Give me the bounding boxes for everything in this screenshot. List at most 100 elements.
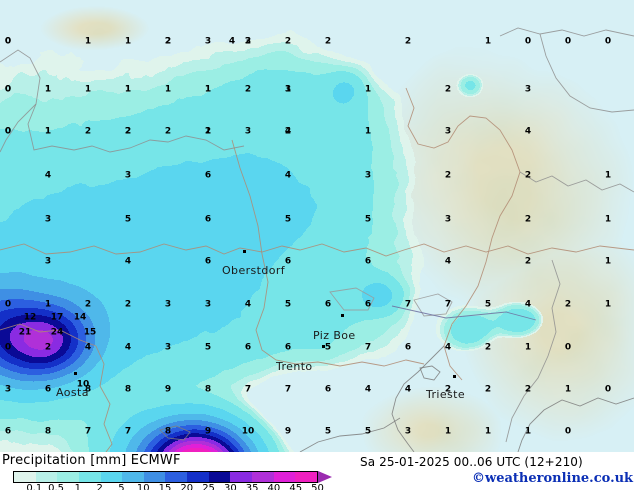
grid-value: 3 — [524, 84, 532, 95]
map-boundary-6 — [539, 33, 634, 113]
grid-value-max: 15 — [83, 327, 97, 338]
grid-value: 2 — [284, 36, 292, 47]
grid-value: 2 — [484, 342, 492, 353]
grid-value: 2 — [164, 36, 172, 47]
grid-value: 6 — [324, 384, 332, 395]
map-boundary-0 — [0, 49, 245, 153]
grid-value-max: 12 — [23, 312, 37, 323]
colorbar-segment-3 — [78, 472, 101, 482]
map-boundary-3 — [231, 139, 425, 367]
grid-value: 0 — [604, 384, 612, 395]
grid-value: 2 — [204, 126, 212, 137]
grid-value: 0 — [4, 126, 12, 137]
grid-value: 9 — [164, 384, 172, 395]
grid-value: 4 — [524, 126, 532, 137]
colorbar-tick-30: 30 — [223, 483, 237, 490]
grid-value: 0 — [4, 342, 12, 353]
grid-value: 1 — [44, 84, 52, 95]
colorbar[interactable] — [13, 471, 318, 483]
grid-value: 8 — [44, 426, 52, 437]
grid-value: 0 — [4, 84, 12, 95]
colorbar-segment-9 — [208, 472, 231, 482]
grid-value: 1 — [44, 299, 52, 310]
map-boundary-8 — [505, 259, 561, 443]
grid-value: 2 — [84, 126, 92, 137]
grid-value: 8 — [164, 426, 172, 437]
map-boundary-9 — [95, 345, 113, 452]
grid-value: 2 — [524, 214, 532, 225]
grid-value: 3 — [444, 126, 452, 137]
grid-value: 1 — [204, 84, 212, 95]
grid-value: 1 — [44, 126, 52, 137]
city-marker-trento — [322, 345, 325, 348]
grid-value: 2 — [524, 170, 532, 181]
grid-value: 1 — [124, 84, 132, 95]
copyright-notice: ©weatheronline.co.uk — [472, 471, 634, 486]
map-boundary-11 — [391, 345, 445, 452]
colorbar-wrapper — [13, 471, 318, 483]
grid-value: 1 — [444, 426, 452, 437]
legend-title: Precipitation [mm] ECMWF — [2, 453, 181, 468]
grid-value: 5 — [284, 214, 292, 225]
grid-value: 3 — [444, 214, 452, 225]
colorbar-tick-1: 1 — [74, 483, 82, 490]
grid-value: 8 — [124, 384, 132, 395]
grid-value: 2 — [124, 126, 132, 137]
grid-value: 1 — [604, 170, 612, 181]
grid-value: 6 — [244, 342, 252, 353]
grid-value: 7 — [364, 342, 372, 353]
grid-value: 3 — [44, 214, 52, 225]
grid-value: 2 — [124, 299, 132, 310]
colorbar-tick-15: 15 — [158, 483, 172, 490]
map-vector-overlay — [0, 27, 634, 452]
grid-value: 4 — [244, 299, 252, 310]
map-boundary-4 — [405, 87, 521, 381]
map-boundary-13 — [299, 417, 401, 452]
grid-value: 6 — [4, 426, 12, 437]
colorbar-tick-2: 2 — [96, 483, 103, 490]
colorbar-segment-6 — [143, 472, 166, 482]
grid-value: 1 — [164, 84, 172, 95]
grid-value: 6 — [284, 342, 292, 353]
colorbar-segment-1 — [35, 472, 58, 482]
city-label-trieste: Trieste — [426, 388, 466, 401]
grid-value: 1 — [564, 384, 572, 395]
city-label-oberstdorf: Oberstdorf — [222, 264, 286, 277]
colorbar-segment-13 — [295, 472, 317, 482]
grid-value: 7 — [444, 299, 452, 310]
grid-value: 5 — [324, 426, 332, 437]
grid-value: 1 — [44, 126, 52, 137]
grid-value: 9 — [284, 426, 292, 437]
grid-value: 1 — [604, 214, 612, 225]
grid-value: 0 — [4, 36, 12, 47]
city-label-piz-boe: Piz Boe — [313, 329, 356, 342]
grid-value: 6 — [364, 299, 372, 310]
grid-value: 2 — [404, 36, 412, 47]
grid-value: 7 — [284, 384, 292, 395]
grid-value: 1 — [204, 126, 212, 137]
map-boundary-2 — [0, 243, 634, 257]
colorbar-tick-40: 40 — [267, 483, 281, 490]
grid-value: 0 — [4, 299, 12, 310]
grid-value: 6 — [324, 299, 332, 310]
grid-value: 3 — [244, 126, 252, 137]
grid-value: 3 — [284, 84, 292, 95]
grid-value: 1 — [284, 84, 292, 95]
grid-value: 8 — [204, 384, 212, 395]
grid-value: 5 — [284, 299, 292, 310]
grid-value: 3 — [44, 256, 52, 267]
map-boundary-18 — [391, 305, 537, 321]
grid-value: 3 — [204, 36, 212, 47]
city-marker-aosta — [74, 372, 77, 375]
grid-value: 1 — [204, 84, 212, 95]
colorbar-tick-20: 20 — [180, 483, 194, 490]
grid-value: 2 — [324, 36, 332, 47]
map-boundary-15 — [159, 425, 191, 441]
grid-value: 3 — [364, 170, 372, 181]
map-boundary-14 — [419, 365, 441, 381]
grid-value: 8 — [84, 384, 92, 395]
grid-value: 5 — [324, 342, 332, 353]
grid-value: 5 — [124, 214, 132, 225]
grid-value: 0 — [4, 126, 12, 137]
